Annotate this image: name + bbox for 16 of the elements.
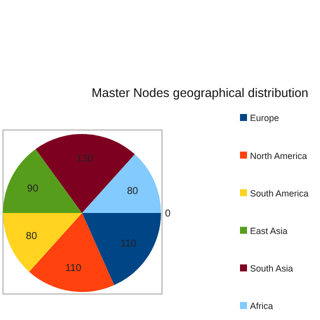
- legend-label: South America: [250, 188, 309, 198]
- data-label: 90: [27, 183, 39, 194]
- data-label: 80: [126, 186, 139, 198]
- chart-title: Master Nodes geographical distribution: [92, 86, 308, 100]
- pie-slice: [3, 213, 82, 272]
- text: 0: [165, 208, 171, 220]
- data-label: 110: [120, 238, 137, 250]
- legend-label: South Asia: [250, 264, 294, 274]
- data-label: 80: [26, 230, 38, 242]
- data-label: 110: [65, 263, 82, 274]
- pie-slice: [82, 213, 161, 286]
- legend-label: North America: [250, 150, 308, 161]
- legend-label: East Asia: [250, 226, 288, 236]
- legend-label: Africa: [250, 301, 274, 312]
- legend-label: Europe: [250, 113, 280, 124]
- data-label: 130: [76, 153, 94, 164]
